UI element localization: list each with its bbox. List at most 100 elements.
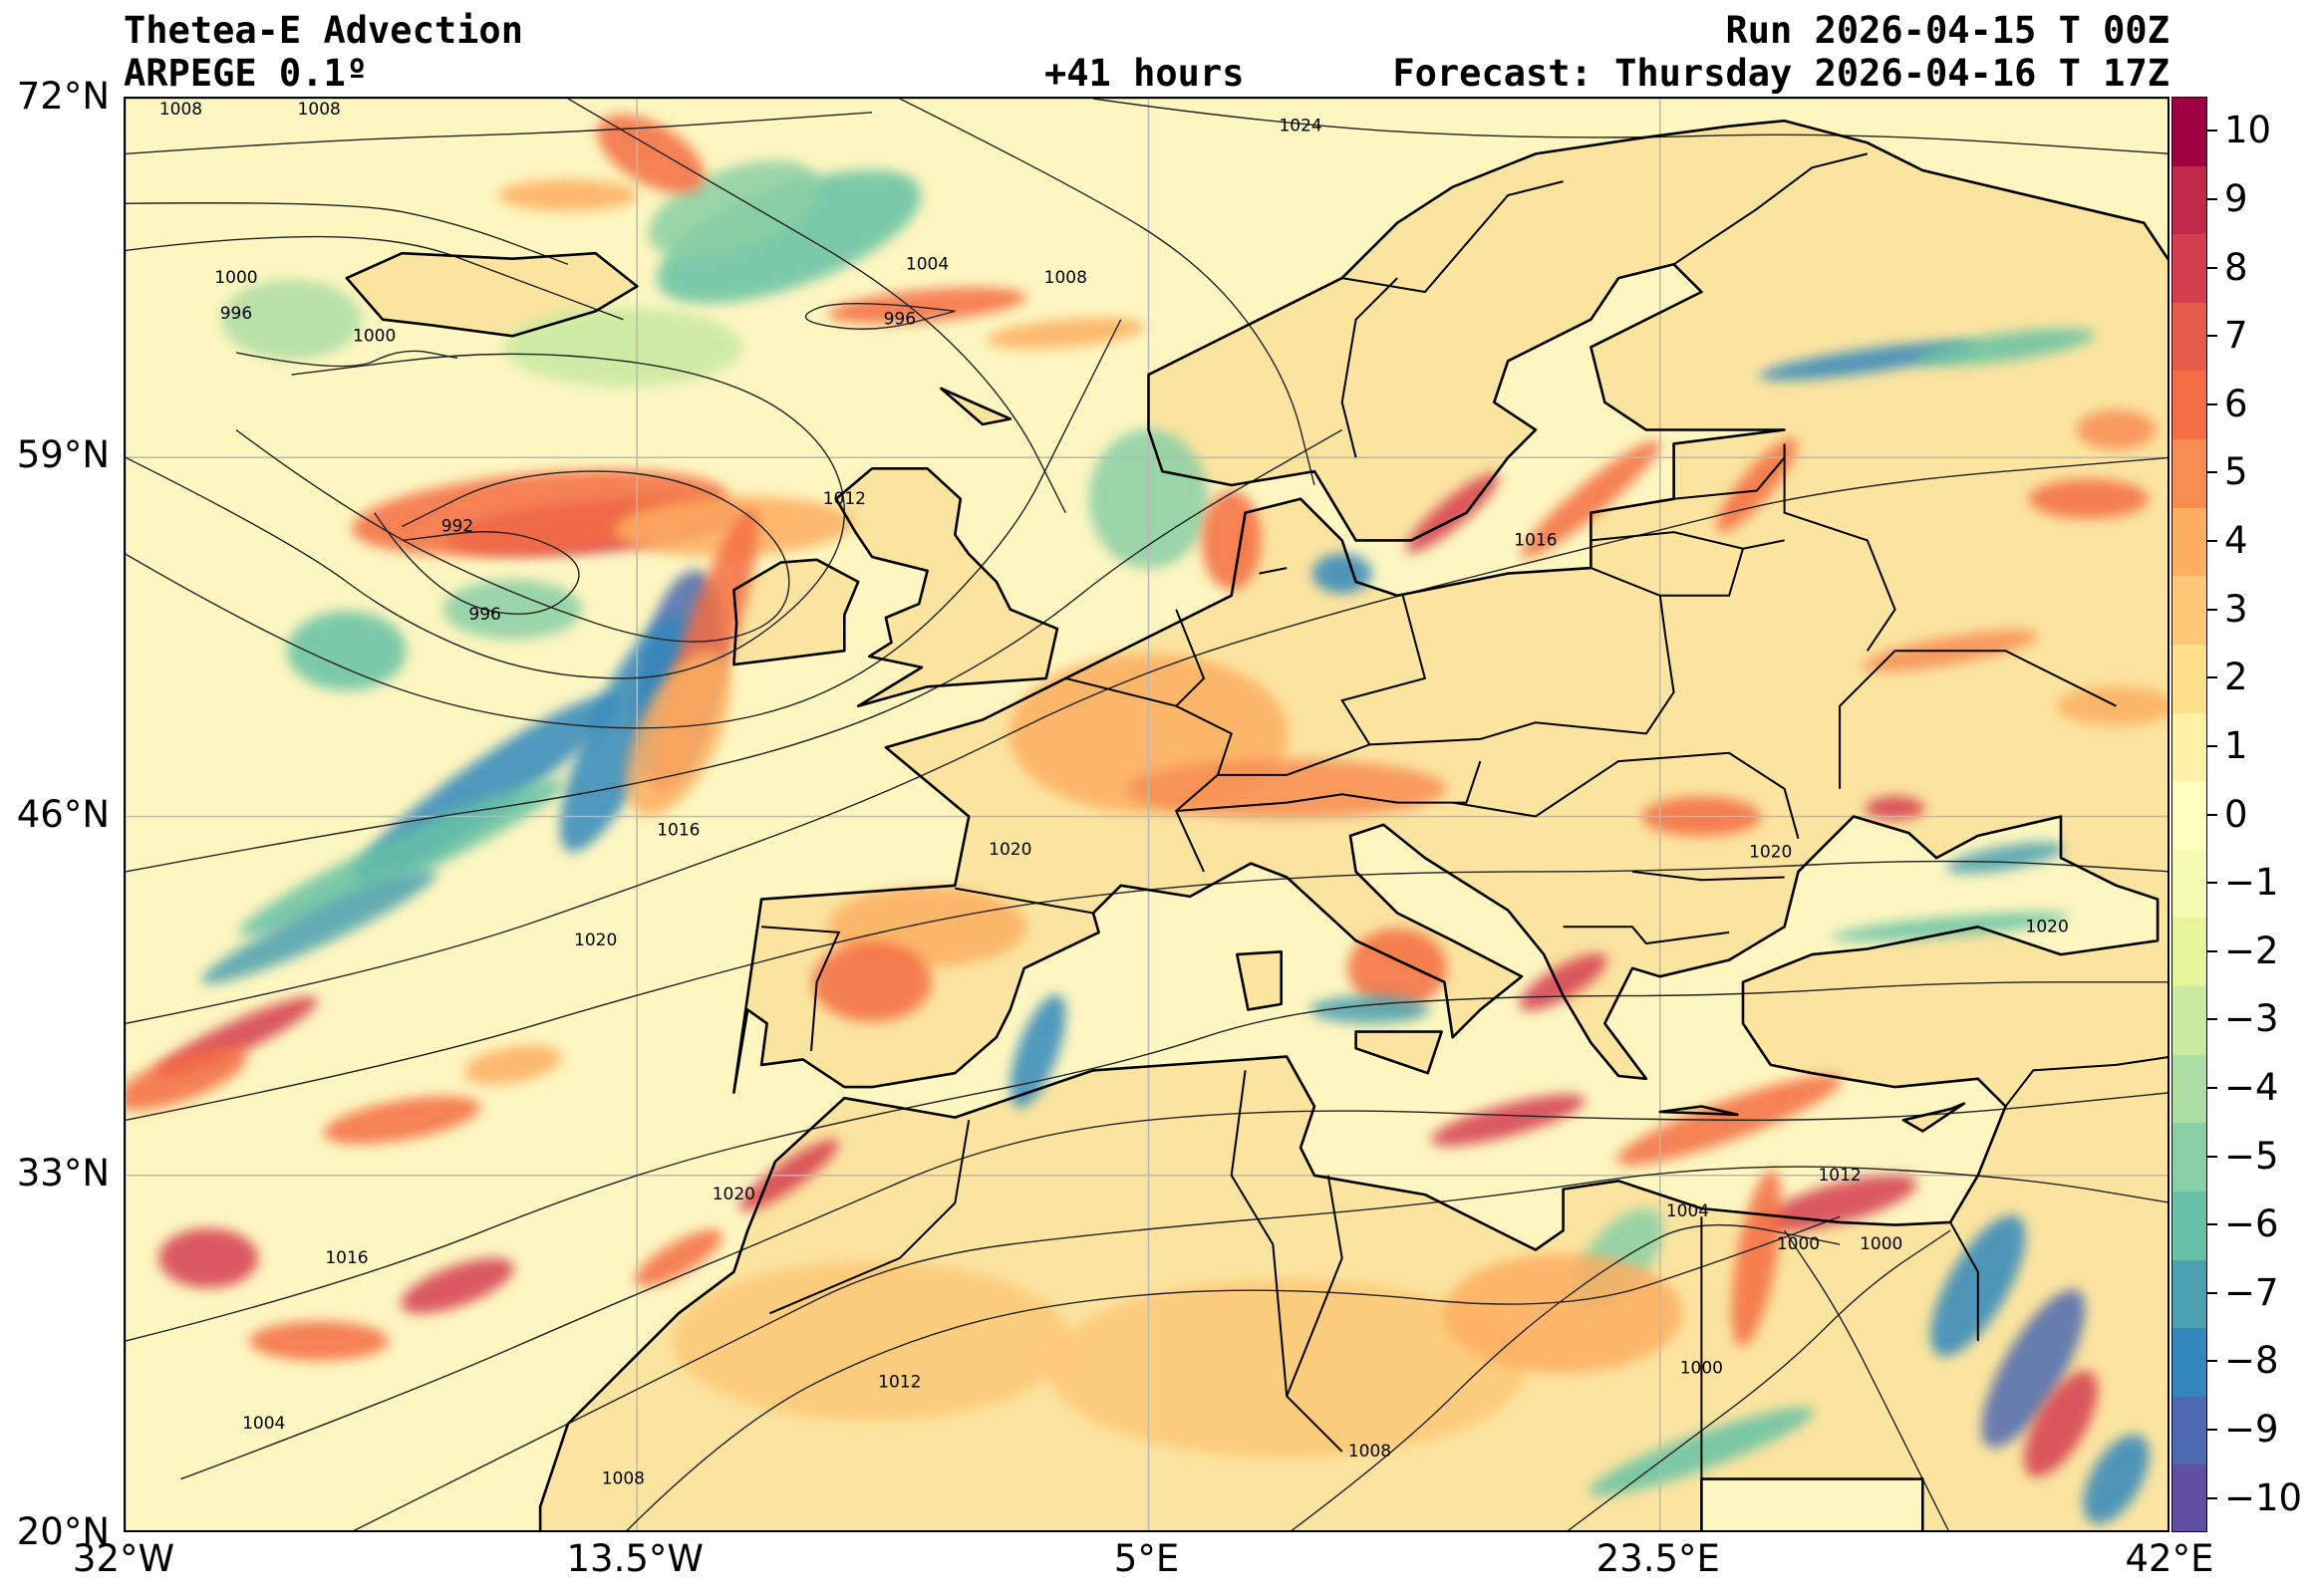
colorbar-segment (2172, 371, 2206, 441)
colorbar-segment (2172, 507, 2206, 578)
isobar-label: 1000 (1777, 1234, 1820, 1254)
advection-anomaly (286, 611, 407, 691)
coastline (834, 467, 1059, 707)
colorbar-tick (2207, 1223, 2217, 1226)
colorbar-box (2171, 97, 2207, 1532)
advection-anomaly (201, 870, 437, 984)
advection-anomaly (1946, 842, 2065, 874)
colorbar-segment (2172, 918, 2206, 988)
isobar-label: 1000 (214, 268, 257, 288)
isobar-label: 1008 (602, 1469, 645, 1489)
advection-anomaly (126, 1047, 247, 1111)
country-border (1673, 152, 1869, 266)
advection-anomaly (497, 178, 638, 211)
isobar-line (126, 235, 624, 321)
colorbar-tick (2207, 1018, 2217, 1021)
colorbar-tick-label: 7 (2224, 314, 2248, 358)
coastline (1236, 950, 1283, 1011)
isobar-label: 1020 (989, 840, 1031, 860)
isobar-line (235, 428, 790, 643)
advection-anomaly (158, 1227, 259, 1288)
colorbar-tick-label: 9 (2224, 176, 2248, 220)
advection-anomaly (673, 1261, 1072, 1422)
colorbar-segment (2172, 234, 2206, 304)
longitude-tick-label: 32°W (72, 1537, 175, 1580)
isobar-line (804, 302, 956, 330)
isobar-line (126, 353, 846, 679)
map-canvas[interactable]: 1008 1008 1024 1004 1008 1000 996 1000 996 1012 99… (126, 99, 2169, 1532)
country-border (1631, 870, 1785, 882)
isobar-label: 1016 (1514, 530, 1557, 550)
isobar-label: 1012 (878, 1373, 921, 1393)
colorbar-tick (2207, 402, 2217, 405)
coastline (1658, 1105, 1739, 1117)
longitude-tick-label: 23.5°E (1595, 1537, 1720, 1580)
colorbar-tick (2207, 813, 2217, 816)
advection-anomaly (1762, 1175, 1917, 1231)
colorbar-tick-label: 1 (2224, 723, 2248, 767)
latitude-tick-label: 59°N (16, 433, 110, 477)
colorbar-segment (2172, 576, 2206, 646)
isobar-label: 1012 (1818, 1166, 1861, 1186)
country-border (955, 887, 1094, 915)
land-mass (1237, 951, 1282, 1010)
isobar-line (1784, 1229, 1949, 1530)
colorbar-tick (2207, 1086, 2217, 1089)
isobar-label: 1004 (1666, 1201, 1709, 1221)
country-border (1783, 443, 1896, 652)
advection-anomaly (2024, 1370, 2099, 1477)
advection-anomaly (503, 307, 743, 388)
isobar-line (353, 1166, 2168, 1530)
advection-anomaly (657, 169, 922, 304)
run-label: Run 2026-04-15 T 00Z (1725, 9, 2169, 52)
colorbar-tick-label: 0 (2224, 792, 2248, 836)
colorbar-segment (2172, 1259, 2206, 1330)
isobar-label: 1008 (159, 100, 202, 120)
country-border (1065, 676, 1233, 873)
colorbar-tick-label: −8 (2224, 1339, 2279, 1383)
colorbar-segment (2172, 1396, 2206, 1466)
colorbar-tick (2207, 1496, 2217, 1499)
isobar-line (374, 512, 580, 615)
advection-field (126, 99, 2168, 1530)
isobar-line (235, 350, 458, 368)
advection-anomaly (1047, 1278, 1527, 1459)
advection-anomaly (634, 1229, 722, 1287)
advection-anomaly (2076, 409, 2157, 450)
country-border (1176, 793, 1398, 812)
colorbar-tick (2207, 882, 2217, 885)
advection-anomaly (1521, 439, 1661, 558)
isobar-line (567, 99, 1066, 513)
advection-anomaly (463, 1045, 562, 1085)
advection-anomaly (812, 941, 933, 1022)
latitude-tick-label: 20°N (16, 1510, 110, 1553)
advection-anomaly (1916, 328, 2095, 367)
country-border (1397, 760, 1482, 804)
colorbar-tick-label: 2 (2224, 656, 2248, 699)
coastline (1354, 1030, 1443, 1075)
map-panel[interactable]: 1008 1008 1024 1004 1008 1000 996 1000 996 1012 99… (124, 97, 2169, 1532)
country-border (1341, 180, 1564, 294)
colorbar-tick (2207, 949, 2217, 952)
coastlines (345, 119, 2168, 1530)
colorbar-tick (2207, 1429, 2217, 1432)
colorbar-tick (2207, 266, 2217, 269)
isobar-line (1291, 1223, 1841, 1530)
advection-anomaly (2028, 478, 2149, 519)
advection-anomaly (2056, 685, 2168, 726)
colorbar-segment (2172, 1464, 2206, 1531)
coastline (1901, 1102, 1966, 1133)
advection-anomaly (2083, 1434, 2150, 1524)
colorbar-tick-label: 5 (2224, 450, 2248, 494)
advection-anomaly (1716, 437, 1798, 533)
colorbar-segment (2172, 1328, 2206, 1398)
longitude-tick-label: 5°E (1113, 1537, 1180, 1580)
isobar-line (126, 112, 873, 155)
map-title: Thetea-E Advection (124, 9, 523, 52)
isobar-line (126, 202, 569, 265)
advection-anomaly (1127, 758, 1447, 819)
colorbar-segment (2172, 1123, 2206, 1193)
isobar-label: 1020 (2026, 917, 2069, 936)
colorbar-tick (2207, 335, 2217, 338)
colorbar-segment (2172, 1054, 2206, 1125)
